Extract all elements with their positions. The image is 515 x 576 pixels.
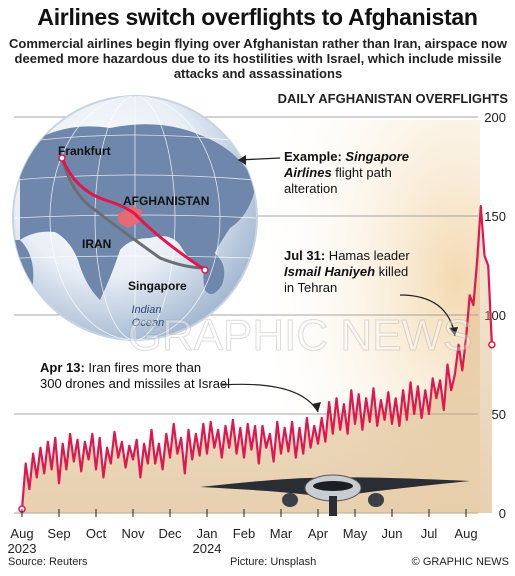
y-tick-label: 50 xyxy=(492,407,506,422)
map-label-frankfurt: Frankfurt xyxy=(58,144,111,158)
map-label-indian-ocean: Indian Ocean xyxy=(131,304,164,329)
x-tick-label: Jan xyxy=(197,526,218,541)
x-tick-label: Mar xyxy=(270,526,293,541)
map-label-iran: IRAN xyxy=(82,237,111,251)
chart-title: DAILY AFGHANISTAN OVERFLIGHTS xyxy=(278,91,509,106)
y-tick-label: 200 xyxy=(484,110,506,125)
globe-map: Frankfurt AFGHANISTAN IRAN Singapore Ind… xyxy=(12,95,258,341)
x-tick-label: Sep xyxy=(47,526,70,541)
airplane-image xyxy=(200,474,470,516)
source-note: Source: Reuters xyxy=(8,556,88,568)
page-title: Airlines switch overflights to Afghanist… xyxy=(37,4,478,30)
map-caption: Example: Singapore Airlines flight path … xyxy=(283,149,413,196)
map-label-singapore: Singapore xyxy=(128,279,187,293)
page-subtitle: Commercial airlines begin flying over Af… xyxy=(9,36,507,81)
x-tick-label: Nov xyxy=(121,526,145,541)
picture-credit: Picture: Unsplash xyxy=(230,556,317,568)
x-tick-label: Jun xyxy=(382,526,403,541)
x-tick-year: 2024 xyxy=(193,541,222,556)
x-tick-label: Aug xyxy=(10,526,33,541)
series-area xyxy=(22,206,492,513)
y-tick-label: 150 xyxy=(484,209,506,224)
x-tick-year: 2023 xyxy=(8,541,37,556)
series-end-marker xyxy=(488,340,496,349)
x-tick-label: Jul xyxy=(421,526,438,541)
svg-text:Jul 31: Hamas leader Is: Jul 31: Hamas leader Ismail Haniyeh kill… xyxy=(284,248,413,295)
x-tick-label: May xyxy=(343,526,368,541)
svg-text:Apr 13: Iran fires more than: Apr 13: Iran fires more than 300 drones … xyxy=(40,360,230,391)
x-tick-label: Apr xyxy=(308,526,329,541)
x-tick-label: Aug xyxy=(454,526,477,541)
afghanistan-highlight xyxy=(118,206,142,228)
x-tick-label: Feb xyxy=(233,526,255,541)
copyright-credit: © GRAPHIC NEWS xyxy=(411,556,509,568)
annotation-jul31: Jul 31: Hamas leader Ismail Haniyeh kill… xyxy=(284,248,458,337)
map-label-afghanistan: AFGHANISTAN xyxy=(123,194,209,208)
x-tick-label: Oct xyxy=(86,526,107,541)
series-line xyxy=(20,205,493,510)
watermark: GRAPHIC NEWS xyxy=(128,311,473,360)
y-tick-label: 0 xyxy=(499,506,506,521)
annotation-apr13: Apr 13: Iran fires more than 300 drones … xyxy=(40,360,321,413)
x-tick-label: Dec xyxy=(158,526,182,541)
